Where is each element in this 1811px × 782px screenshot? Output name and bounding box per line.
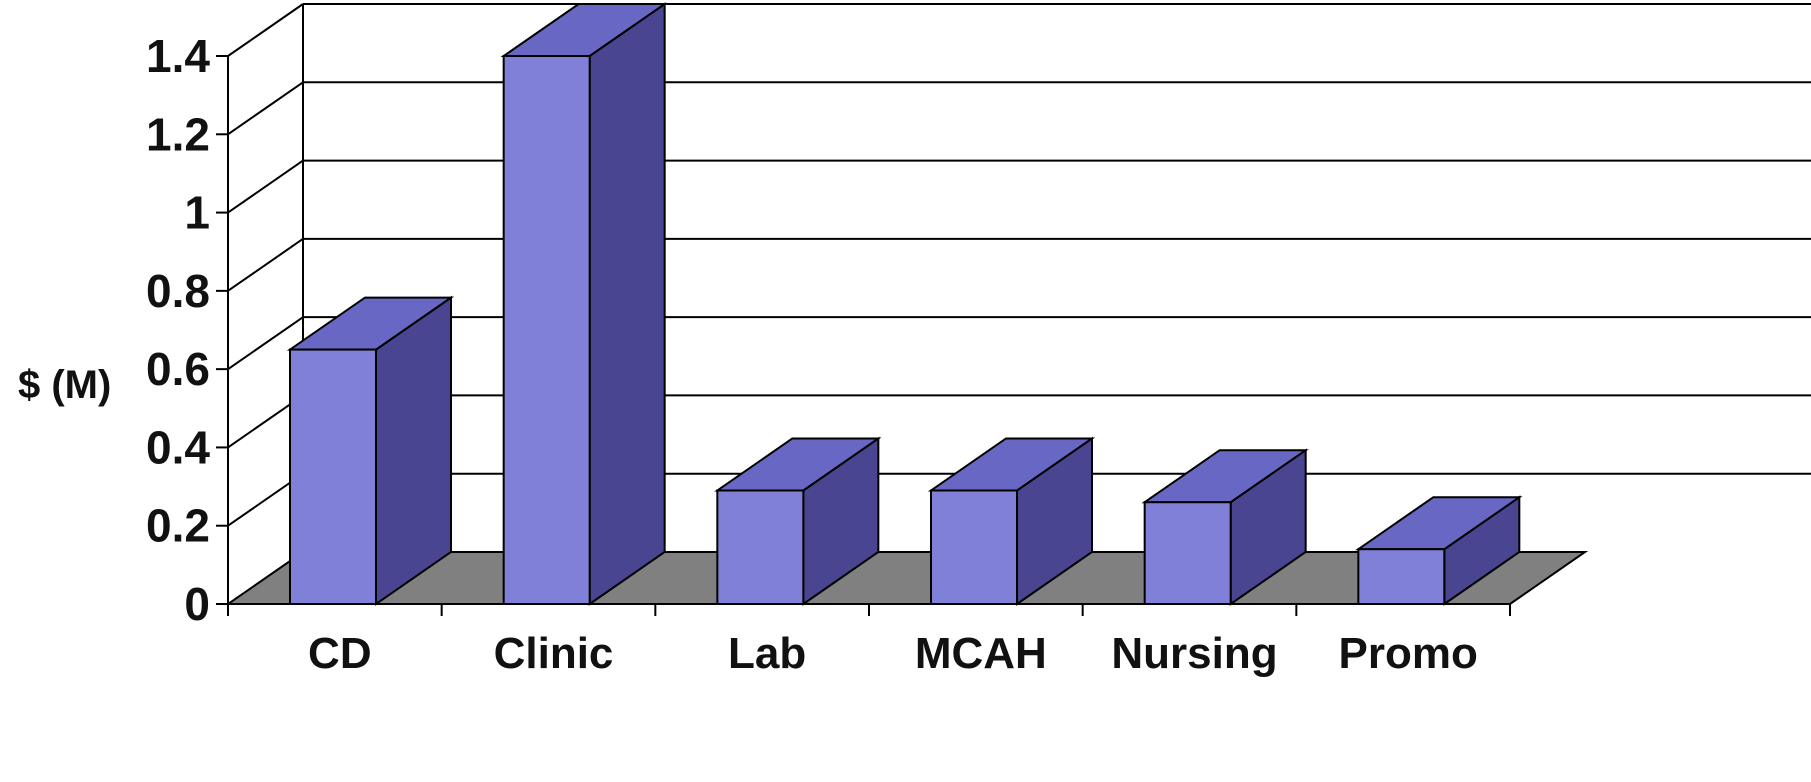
bar-front [502, 55, 591, 605]
y-tick-label: 0.2 [146, 500, 210, 552]
gridline-side [227, 3, 304, 57]
y-tick-label: 0.4 [146, 421, 210, 473]
gridline-side [227, 159, 304, 214]
y-tick-label: 0 [184, 578, 210, 630]
y-tick-label: 0.6 [146, 343, 210, 395]
y-tick-labels: 0 0.2 0.4 0.6 0.8 1 1.2 1.4 [146, 30, 210, 630]
bar-side [375, 295, 452, 606]
axes [216, 55, 1511, 616]
x-category-label: CD [308, 629, 372, 678]
gridline-side [227, 238, 304, 292]
bar-mcah [927, 436, 1096, 606]
x-category-label: MCAH [915, 629, 1047, 678]
bar-front [1143, 501, 1232, 606]
x-category-label: Nursing [1111, 629, 1277, 678]
bar-promo [1355, 495, 1523, 606]
x-category-label: Promo [1338, 629, 1477, 678]
gridline-side [227, 81, 304, 136]
bar-front [1357, 548, 1446, 606]
y-tick-label: 0.8 [146, 265, 210, 317]
gridline-side [227, 316, 304, 370]
bar-side [588, 2, 666, 606]
bar-cd [286, 295, 455, 606]
y-axis-title: $ (M) [18, 363, 111, 407]
x-category-label: Clinic [494, 629, 614, 678]
bar-nursing [1141, 448, 1309, 606]
bar-lab [714, 436, 882, 606]
y-tick-label: 1.2 [146, 108, 210, 160]
y-tick-label: 1.4 [146, 30, 210, 82]
bar-clinic [500, 2, 668, 606]
bars [286, 2, 1523, 606]
bar-front [289, 348, 377, 606]
x-category-labels: CD Clinic Lab MCAH Nursing Promo [308, 629, 1478, 678]
y-tick-label: 1 [184, 187, 210, 239]
x-category-label: Lab [728, 629, 806, 678]
bar-front [930, 489, 1018, 605]
bar-front [716, 489, 805, 605]
